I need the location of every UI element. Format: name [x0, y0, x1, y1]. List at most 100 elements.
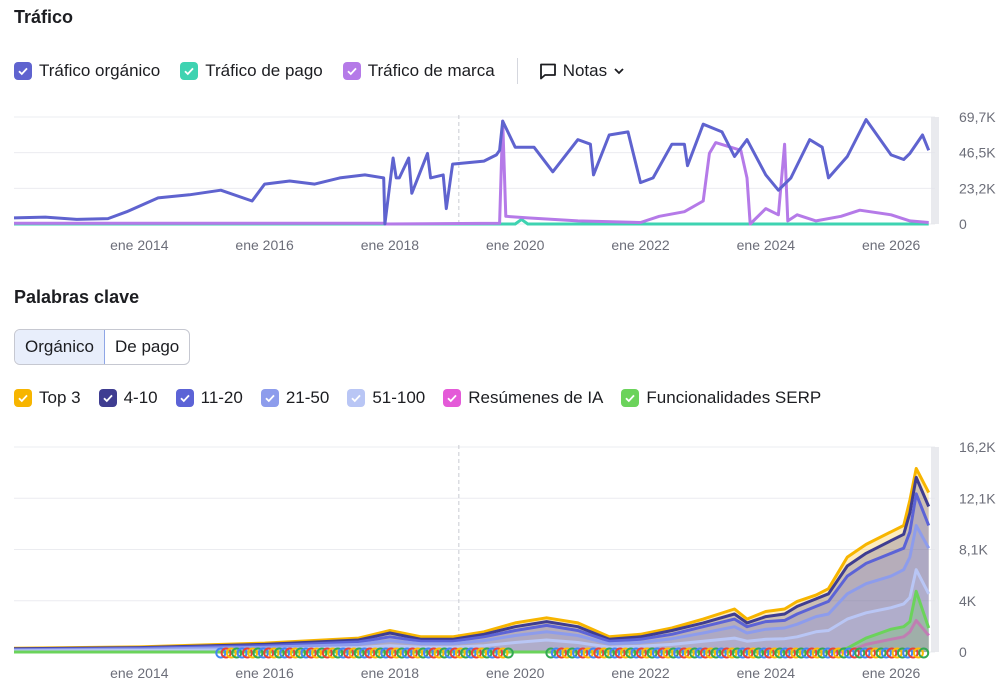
series-line — [13, 467, 931, 650]
tab-organic[interactable]: Orgánico — [15, 330, 105, 364]
legend-item-5[interactable]: Resúmenes de IA — [443, 388, 603, 408]
algorithm-update-marker — [673, 647, 685, 659]
series-line — [14, 119, 929, 226]
algorithm-update-marker — [769, 647, 781, 659]
algorithm-update-marker — [694, 647, 706, 659]
y-tick-label: 12,1K — [959, 490, 996, 506]
algorithm-update-marker — [636, 647, 647, 659]
checkbox-icon[interactable] — [98, 389, 117, 407]
algorithm-update-marker — [737, 647, 749, 659]
algorithm-update-marker — [880, 647, 892, 659]
algorithm-update-marker — [396, 647, 408, 659]
algorithm-update-marker — [620, 647, 631, 659]
x-tick-label: ene 2018 — [361, 665, 420, 681]
legend-item-0[interactable]: Top 3 — [14, 388, 81, 408]
algorithm-update-marker — [598, 647, 610, 659]
checkbox-icon[interactable] — [180, 62, 199, 80]
algorithm-update-marker — [550, 647, 562, 659]
traffic-title: Tráfico — [14, 7, 74, 27]
algorithm-update-marker — [220, 647, 232, 659]
x-tick-label: ene 2024 — [737, 237, 796, 253]
checkbox-icon[interactable] — [175, 389, 194, 407]
checkbox-icon[interactable] — [14, 62, 32, 80]
algorithm-update-marker — [811, 647, 823, 659]
algorithm-update-marker — [630, 647, 642, 659]
algorithm-update-marker — [689, 647, 701, 659]
y-tick-label: 8,1K — [959, 542, 988, 558]
legend-organic-traffic[interactable]: Tráfico orgánico — [14, 61, 160, 81]
algorithm-update-marker — [279, 647, 291, 659]
series-area — [14, 525, 929, 652]
legend-item-2[interactable]: 11-20 — [175, 388, 243, 408]
legend-item-4[interactable]: 51-100 — [347, 388, 425, 408]
x-tick-label: ene 2016 — [235, 237, 294, 253]
legend-brand-traffic[interactable]: Tráfico de marca — [342, 61, 495, 81]
checkbox-icon[interactable] — [14, 389, 32, 407]
algorithm-update-marker — [407, 647, 418, 659]
algorithm-update-marker — [609, 647, 621, 659]
legend-item-1[interactable]: 4-10 — [98, 388, 158, 408]
checkbox-icon[interactable] — [347, 389, 366, 407]
algorithm-update-marker — [316, 647, 328, 659]
checkbox-icon[interactable] — [342, 62, 361, 80]
algorithm-update-marker — [225, 647, 237, 659]
series-line — [13, 492, 931, 651]
algorithm-update-marker — [625, 647, 637, 659]
algorithm-update-marker — [449, 647, 461, 659]
series-area — [14, 468, 929, 652]
algorithm-update-marker — [731, 647, 743, 659]
legend-item-3[interactable]: 21-50 — [260, 388, 330, 408]
algorithm-update-marker — [588, 647, 599, 659]
algorithm-update-marker — [380, 647, 392, 659]
algorithm-update-marker — [268, 647, 280, 659]
algorithm-update-marker — [401, 647, 413, 659]
y-tick-label: 0 — [959, 644, 967, 660]
algorithm-update-marker — [806, 647, 818, 659]
chevron-down-icon — [614, 68, 624, 75]
algorithm-update-marker — [604, 647, 615, 659]
algorithm-update-marker — [854, 647, 866, 659]
legend-paid-traffic[interactable]: Tráfico de pago — [180, 61, 323, 81]
algorithm-update-marker — [641, 647, 653, 659]
algorithm-update-marker — [572, 647, 584, 659]
algorithm-update-marker — [817, 647, 828, 659]
checkbox-icon[interactable] — [443, 389, 462, 407]
algorithm-update-marker — [423, 647, 434, 659]
keywords-chart: 16,2K 12,1K 8,1K 4K 0 ene 2014 ene 2016 ene 201… — [13, 439, 996, 681]
legend-item-6[interactable]: Funcionalidades SERP — [621, 388, 821, 408]
checkbox-icon[interactable] — [621, 389, 640, 407]
algorithm-update-marker — [311, 647, 323, 659]
algorithm-update-marker — [428, 647, 440, 659]
algorithm-update-marker — [375, 647, 386, 659]
algorithm-update-marker — [327, 647, 339, 659]
algorithm-update-marker — [486, 647, 498, 659]
legend-label: Resúmenes de IA — [468, 388, 604, 407]
notes-dropdown[interactable]: Notas — [538, 61, 625, 81]
x-tick-label: ene 2026 — [862, 665, 921, 681]
checkbox-icon[interactable] — [260, 389, 279, 407]
algorithm-update-marker — [545, 647, 557, 659]
algorithm-update-marker — [497, 647, 509, 659]
legend-label: 21-50 — [285, 388, 330, 407]
algorithm-update-marker — [412, 647, 424, 659]
algorithm-update-marker — [801, 647, 813, 659]
algorithm-update-marker — [289, 647, 301, 659]
algorithm-update-marker — [726, 647, 738, 659]
x-tick-label: ene 2014 — [110, 237, 169, 253]
algorithm-update-marker — [369, 647, 381, 659]
algorithm-update-marker — [646, 647, 658, 659]
algorithm-update-marker — [337, 647, 349, 659]
algorithm-update-marker — [577, 647, 589, 659]
series-line — [13, 475, 931, 651]
algorithm-update-marker — [332, 647, 344, 659]
current-period-band — [931, 447, 939, 652]
algorithm-update-marker — [556, 647, 568, 659]
x-tick-label: ene 2022 — [611, 665, 670, 681]
tab-paid[interactable]: De pago — [114, 337, 180, 356]
algorithm-update-marker — [284, 647, 296, 659]
y-tick-label: 0 — [959, 216, 967, 232]
algorithm-update-marker — [247, 647, 259, 659]
algorithm-update-marker — [305, 647, 317, 659]
series-area — [14, 477, 929, 652]
algorithm-update-marker — [918, 647, 930, 659]
